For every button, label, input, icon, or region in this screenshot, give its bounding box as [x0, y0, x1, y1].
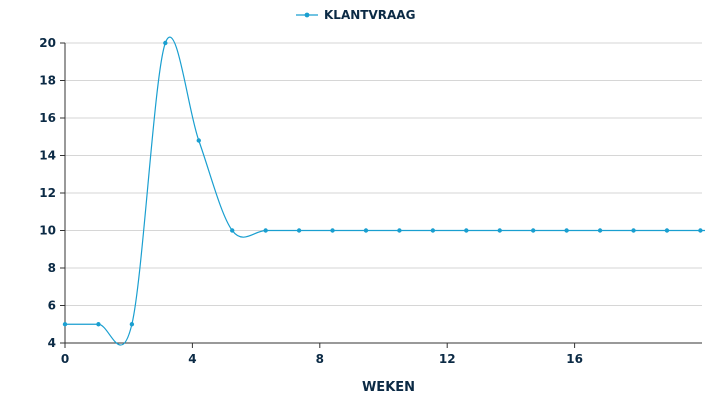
- data-point[interactable]: [564, 228, 569, 233]
- data-point[interactable]: [96, 322, 101, 327]
- data-point[interactable]: [129, 322, 135, 327]
- y-tick-label: 8: [48, 261, 56, 275]
- legend-swatch-dot: [304, 12, 310, 18]
- data-point[interactable]: [631, 228, 636, 233]
- data-point[interactable]: [430, 228, 436, 233]
- data-point[interactable]: [497, 228, 502, 233]
- x-tick-label: 12: [439, 352, 456, 366]
- data-point[interactable]: [196, 138, 201, 143]
- x-tick-label: 4: [188, 352, 196, 366]
- data-point[interactable]: [464, 228, 469, 233]
- x-tick-label: 0: [61, 352, 69, 366]
- data-point[interactable]: [230, 228, 235, 233]
- data-point[interactable]: [530, 228, 536, 233]
- legend-label[interactable]: KLANTVRAAG: [324, 8, 415, 22]
- series-layer: [62, 36, 705, 346]
- data-point[interactable]: [363, 228, 369, 233]
- data-point[interactable]: [296, 228, 302, 233]
- y-tick-label: 20: [39, 36, 56, 50]
- data-point[interactable]: [330, 228, 335, 233]
- series-line: [65, 36, 705, 346]
- y-tick-label: 12: [39, 186, 56, 200]
- data-point[interactable]: [397, 228, 402, 233]
- y-tick-label: 4: [48, 336, 56, 350]
- data-point[interactable]: [698, 228, 703, 233]
- x-tick-label: 8: [316, 352, 324, 366]
- x-axis-title: WEKEN: [362, 380, 415, 395]
- y-tick-label: 16: [39, 111, 56, 125]
- y-tick-label: 18: [39, 74, 56, 88]
- data-point[interactable]: [664, 228, 670, 233]
- y-tick-label: 6: [48, 299, 56, 313]
- legend[interactable]: KLANTVRAAG: [296, 8, 415, 22]
- y-tick-label: 14: [39, 149, 56, 163]
- data-point[interactable]: [163, 40, 168, 46]
- data-point[interactable]: [263, 228, 268, 233]
- x-tick-label: 16: [566, 352, 583, 366]
- y-tick-label: 10: [39, 224, 56, 238]
- data-point[interactable]: [62, 322, 68, 327]
- data-point[interactable]: [597, 228, 603, 233]
- grid: [65, 42, 702, 306]
